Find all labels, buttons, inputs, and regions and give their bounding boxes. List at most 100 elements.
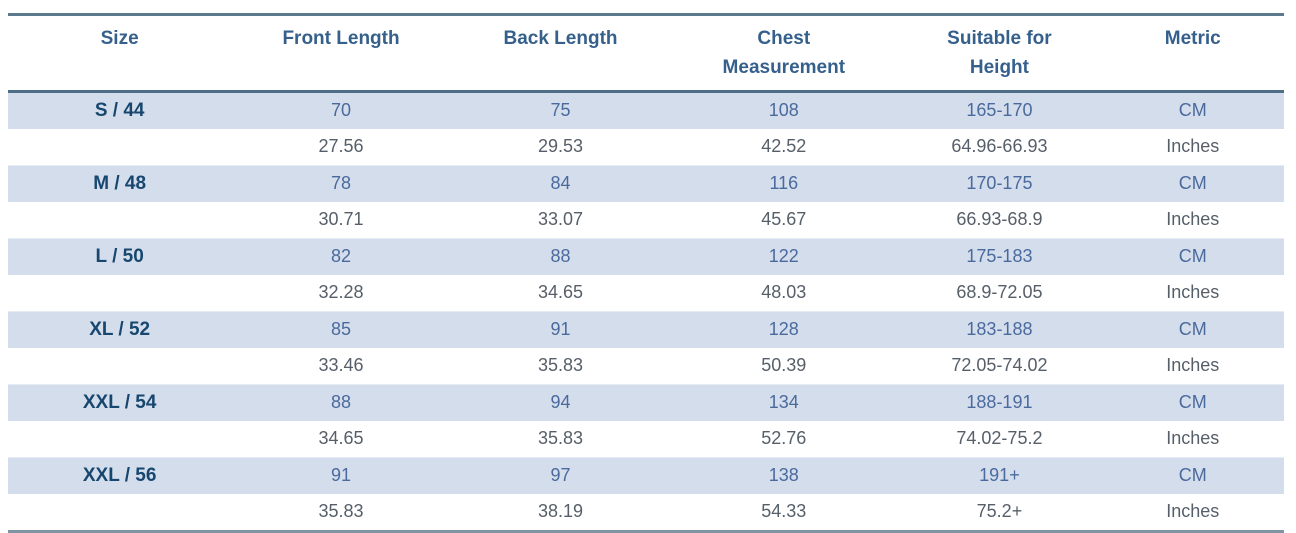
table-row-s44-cm: S / 44 70 75 108 165-170 CM: [8, 91, 1284, 129]
height-cell: 68.9-72.05: [956, 282, 1043, 303]
table-row-l50-cm: L / 50 82 88 122 175-183 CM: [8, 238, 1284, 275]
back-length-cell: 29.53: [537, 136, 584, 157]
metric-cell: CM: [1178, 392, 1207, 413]
chest-cell: 128: [768, 319, 799, 340]
back-length-cell: 94: [550, 392, 571, 413]
size-cell: [8, 421, 231, 458]
size-cell: L / 50: [95, 245, 144, 267]
front-length-cell: 34.65: [318, 428, 364, 449]
chest-cell: 48.03: [761, 282, 807, 303]
height-cell: 175-183: [966, 246, 1033, 267]
table-row-xxl56-cm: XXL / 56 91 97 138 191+ CM: [8, 457, 1284, 494]
height-cell: 165-170: [966, 100, 1033, 121]
header-row: Size Front Length Back Length Chest Meas…: [8, 14, 1284, 92]
metric-cell: CM: [1178, 246, 1207, 267]
front-length-cell: 30.71: [318, 209, 364, 230]
chest-cell: 42.52: [761, 136, 807, 157]
header-cell-front-length: Front Length: [231, 15, 450, 92]
back-length-cell: 34.65: [537, 282, 584, 303]
chest-cell: 108: [768, 100, 799, 121]
chest-cell: 54.33: [761, 501, 807, 522]
table-row-xl52-inches: 33.46 35.83 50.39 72.05-74.02 Inches: [8, 347, 1284, 385]
height-cell: 188-191: [966, 392, 1033, 413]
back-length-cell: 75: [550, 100, 571, 121]
front-length-cell: 88: [331, 392, 352, 413]
size-chart-table: Size Front Length Back Length Chest Meas…: [8, 13, 1284, 533]
size-cell: [8, 348, 231, 385]
height-cell: 74.02-75.2: [956, 428, 1043, 449]
header-label: Front Length: [282, 28, 400, 49]
front-length-cell: 33.46: [318, 355, 364, 376]
table-row-l50-inches: 32.28 34.65 48.03 68.9-72.05 Inches: [8, 274, 1284, 312]
front-length-cell: 85: [331, 319, 352, 340]
metric-cell: CM: [1178, 100, 1207, 121]
height-cell: 64.96-66.93: [951, 136, 1048, 157]
metric-cell: CM: [1178, 173, 1207, 194]
size-cell: [8, 129, 231, 166]
height-cell: 191+: [979, 465, 1020, 486]
metric-cell: Inches: [1166, 282, 1220, 303]
table-row-m48-cm: M / 48 78 84 116 170-175 CM: [8, 165, 1284, 202]
height-cell: 170-175: [966, 173, 1033, 194]
front-length-cell: 91: [331, 465, 352, 486]
height-cell: 75.2+: [976, 501, 1023, 522]
front-length-cell: 35.83: [318, 501, 364, 522]
header-label: Back Length: [503, 28, 618, 49]
table-row-m48-inches: 30.71 33.07 45.67 66.93-68.9 Inches: [8, 201, 1284, 239]
chest-cell: 138: [768, 465, 799, 486]
height-cell: 183-188: [966, 319, 1033, 340]
front-length-cell: 27.56: [318, 136, 364, 157]
table-row-xl52-cm: XL / 52 85 91 128 183-188 CM: [8, 311, 1284, 348]
chest-cell: 134: [768, 392, 799, 413]
metric-cell: Inches: [1166, 428, 1220, 449]
back-length-cell: 33.07: [537, 209, 584, 230]
header-cell-height: Suitable for Height: [897, 15, 1101, 92]
size-cell: XL / 52: [89, 318, 151, 340]
chest-cell: 50.39: [761, 355, 807, 376]
table-row-xxl54-cm: XXL / 54 88 94 134 188-191 CM: [8, 384, 1284, 421]
metric-cell: CM: [1178, 319, 1207, 340]
size-chart-container: Size Front Length Back Length Chest Meas…: [8, 13, 1284, 533]
header-cell-size: Size: [8, 15, 231, 92]
metric-cell: Inches: [1166, 355, 1220, 376]
header-cell-back-length: Back Length: [451, 15, 670, 92]
back-length-cell: 91: [550, 319, 571, 340]
size-cell: XXL / 56: [82, 464, 157, 486]
front-length-cell: 78: [331, 173, 352, 194]
chest-cell: 122: [768, 246, 799, 267]
header-cell-chest: Chest Measurement: [670, 15, 897, 92]
size-cell: [8, 202, 231, 239]
header-label: Suitable for Height: [947, 28, 1052, 79]
chest-cell: 45.67: [761, 209, 807, 230]
table-row-s44-inches: 27.56 29.53 42.52 64.96-66.93 Inches: [8, 128, 1284, 166]
height-cell: 66.93-68.9: [956, 209, 1043, 230]
header-label: Size: [100, 28, 139, 49]
table-header: Size Front Length Back Length Chest Meas…: [8, 14, 1284, 92]
metric-cell: Inches: [1166, 136, 1220, 157]
back-length-cell: 35.83: [537, 355, 584, 376]
chest-cell: 52.76: [761, 428, 807, 449]
back-length-cell: 88: [550, 246, 571, 267]
size-cell: [8, 494, 231, 532]
header-label: Metric: [1164, 28, 1221, 49]
size-cell: XXL / 54: [82, 391, 157, 413]
metric-cell: CM: [1178, 465, 1207, 486]
metric-cell: Inches: [1166, 209, 1220, 230]
size-cell: S / 44: [94, 99, 145, 121]
back-length-cell: 35.83: [537, 428, 584, 449]
back-length-cell: 84: [550, 173, 571, 194]
size-cell: [8, 275, 231, 312]
metric-cell: Inches: [1166, 501, 1220, 522]
front-length-cell: 32.28: [318, 282, 364, 303]
size-cell: M / 48: [93, 172, 147, 194]
front-length-cell: 70: [331, 100, 352, 121]
chest-cell: 116: [769, 173, 799, 194]
front-length-cell: 82: [331, 246, 352, 267]
height-cell: 72.05-74.02: [951, 355, 1048, 376]
header-label: Chest Measurement: [722, 28, 846, 79]
table-row-xxl54-inches: 34.65 35.83 52.76 74.02-75.2 Inches: [8, 420, 1284, 458]
back-length-cell: 38.19: [537, 501, 584, 522]
table-row-xxl56-inches: 35.83 38.19 54.33 75.2+ Inches: [8, 493, 1284, 532]
back-length-cell: 97: [550, 465, 571, 486]
